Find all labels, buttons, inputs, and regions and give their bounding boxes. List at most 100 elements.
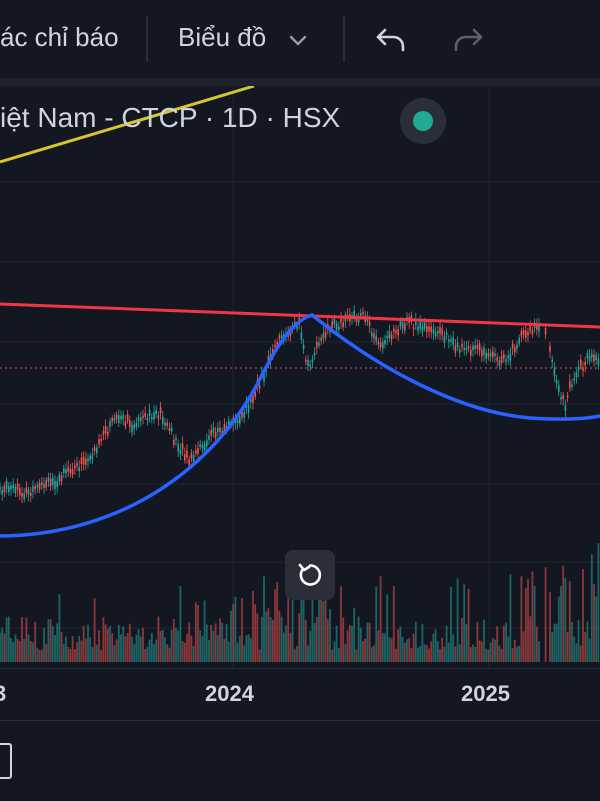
volume-bar [12,641,15,662]
chevron-down-icon[interactable] [288,30,308,50]
price-chart[interactable] [0,86,600,668]
candle-body [36,485,39,488]
volume-bar [0,632,1,662]
volume-bar [102,617,105,662]
candle-body [181,443,184,450]
candle-body [175,437,177,441]
volume-bar [478,640,481,662]
volume-bar [441,637,444,662]
x-tick-label: 2025 [461,681,510,706]
volume-bar [67,647,70,662]
candle-body [564,405,567,412]
volume-bar [439,649,441,662]
volume-bar [205,624,208,662]
candle-body [69,468,72,474]
volume-bar [320,586,323,662]
candle-body [302,344,305,349]
volume-bar [373,645,375,662]
volume-bar [221,623,224,662]
volume-bar [172,619,175,662]
candle-body [566,395,569,398]
candle-body [536,325,538,330]
candle-body [481,350,483,357]
volume-bar [401,636,404,662]
volume-bar [414,621,417,662]
volume-bar [472,644,474,662]
volume-bar [445,625,448,662]
candle-body [25,487,28,494]
volume-bar [73,649,76,662]
candle-body [307,359,309,366]
candle-body [426,326,428,333]
candle-body [496,356,498,362]
indicators-button[interactable]: ác chỉ báo [0,22,119,52]
volume-bar [232,603,235,662]
chart-type-button[interactable]: Biểu đồ [178,22,267,52]
volume-bar [238,635,241,662]
volume-bar [87,624,89,662]
candle-body [437,330,439,334]
candle-body [507,355,509,359]
volume-bar [293,649,296,662]
reset-chart-button[interactable] [285,550,335,600]
volume-bar [54,635,56,662]
candle-body [430,326,432,333]
time-axis[interactable]: 3 2024 2025 [0,668,600,721]
volume-bar [58,594,61,662]
undo-icon[interactable] [373,22,407,56]
volume-bar [188,622,191,662]
candle-body [562,394,564,400]
volume-bar [566,631,569,662]
volume-bar [7,616,10,662]
x-tick-label: 2024 [205,681,254,706]
volume-bar [243,645,246,662]
date-range-icon[interactable] [0,743,12,779]
candle-body [399,320,402,327]
candle-body [52,477,54,486]
candle-body [192,454,195,462]
candle-body [247,405,250,413]
candle-body [549,346,551,352]
volume-bar [322,601,325,662]
volume-bar [100,649,103,662]
candle-body [492,351,494,358]
candle-body [32,485,34,493]
volume-bar [223,639,226,662]
volume-bar [212,630,215,662]
candle-body [379,342,382,348]
candle-body [588,355,591,362]
candle-body [316,341,318,348]
candle-body [87,458,89,462]
volume-bar [386,594,389,662]
candle-body [393,328,395,332]
volume-bar [133,644,136,662]
candle-body [219,427,221,433]
volume-bar [454,646,457,662]
candle-body [76,462,78,467]
volume-bar [489,642,492,662]
candle-body [140,417,142,422]
volume-bar [568,581,571,662]
volume-bar [113,645,116,662]
volume-bar [379,576,382,662]
candle-body [133,424,135,429]
candle-body [16,483,19,491]
candle-body [146,417,149,421]
volume-bar [84,638,87,662]
volume-bar [513,639,516,662]
volume-bar [520,576,523,662]
volume-bar [249,638,252,662]
volume-bar [89,637,92,662]
candle-body [179,449,182,455]
volume-bar [527,579,529,662]
candle-body [155,409,157,414]
volume-bar [357,616,360,662]
candle-body [443,335,446,344]
volume-bar [186,633,188,662]
volume-bar [315,617,318,662]
volume-bar [252,591,254,662]
redo-icon[interactable] [452,22,486,56]
candle-body [221,430,223,434]
candle-body [274,344,276,347]
volume-bar [491,638,494,662]
